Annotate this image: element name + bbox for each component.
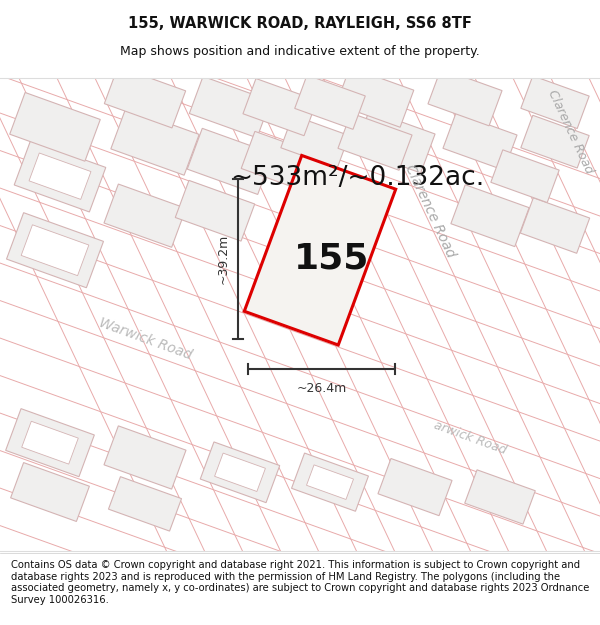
Polygon shape [521,115,589,168]
Polygon shape [491,150,559,202]
Polygon shape [307,465,353,499]
Text: Clarence Road: Clarence Road [403,162,458,259]
Polygon shape [10,92,100,161]
Text: 155, WARWICK ROAD, RAYLEIGH, SS6 8TF: 155, WARWICK ROAD, RAYLEIGH, SS6 8TF [128,16,472,31]
Polygon shape [215,453,265,491]
Text: 155: 155 [295,241,370,275]
Polygon shape [520,198,590,253]
Text: ~26.4m: ~26.4m [296,382,347,396]
Polygon shape [175,181,255,241]
Polygon shape [355,111,435,173]
Polygon shape [292,453,368,511]
Polygon shape [336,68,414,128]
Polygon shape [241,131,319,191]
Polygon shape [22,421,78,464]
Polygon shape [111,108,199,175]
Polygon shape [109,477,182,531]
Polygon shape [104,426,186,489]
Polygon shape [263,0,597,549]
Polygon shape [521,76,589,129]
Polygon shape [443,113,517,170]
Polygon shape [338,113,412,170]
Polygon shape [7,213,103,288]
Text: ~533m²/~0.132ac.: ~533m²/~0.132ac. [230,165,484,191]
Polygon shape [0,189,600,529]
Text: Contains OS data © Crown copyright and database right 2021. This information is : Contains OS data © Crown copyright and d… [11,560,589,605]
Polygon shape [243,79,317,136]
Polygon shape [244,156,396,345]
Polygon shape [104,66,185,128]
Polygon shape [29,153,91,199]
Polygon shape [295,75,365,129]
Polygon shape [200,442,280,503]
Text: Warwick Road: Warwick Road [97,316,193,362]
Polygon shape [190,76,271,138]
Polygon shape [428,69,502,126]
Polygon shape [104,184,186,248]
Text: Clarence Road: Clarence Road [545,88,595,176]
Text: Map shows position and indicative extent of the property.: Map shows position and indicative extent… [120,45,480,58]
Polygon shape [281,115,349,168]
Polygon shape [11,462,89,521]
Polygon shape [187,128,273,194]
Polygon shape [378,459,452,516]
Polygon shape [5,409,94,477]
Polygon shape [14,141,106,212]
Polygon shape [465,470,535,524]
Polygon shape [21,225,89,276]
Polygon shape [451,185,529,247]
Text: arwick Road: arwick Road [432,419,508,457]
Text: ~39.2m: ~39.2m [217,234,230,284]
